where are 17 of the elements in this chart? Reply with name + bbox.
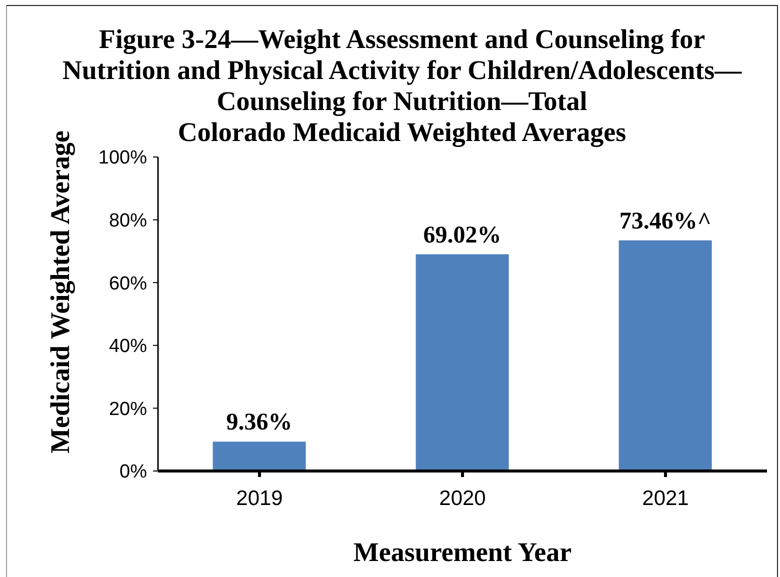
bar xyxy=(416,254,509,471)
data-label: 9.36% xyxy=(226,410,292,436)
bar xyxy=(618,240,712,471)
data-label: 69.02% xyxy=(423,222,502,248)
data-label: 73.46%^ xyxy=(619,208,712,234)
x-tick-label: 2019 xyxy=(236,486,283,510)
y-tick-label: 80% xyxy=(108,210,148,232)
y-tick-label: 100% xyxy=(98,148,148,169)
x-tick-label: 2020 xyxy=(439,486,486,510)
bar xyxy=(212,442,306,471)
y-tick-label: 40% xyxy=(108,336,148,358)
y-tick-label: 0% xyxy=(120,462,148,483)
x-tick-label: 2021 xyxy=(642,486,689,510)
x-axis-title: Measurement Year xyxy=(353,537,572,567)
y-tick-label: 20% xyxy=(108,398,148,420)
y-axis-title: Medicaid Weighted Average xyxy=(45,130,75,454)
y-tick-label: 60% xyxy=(108,273,148,294)
